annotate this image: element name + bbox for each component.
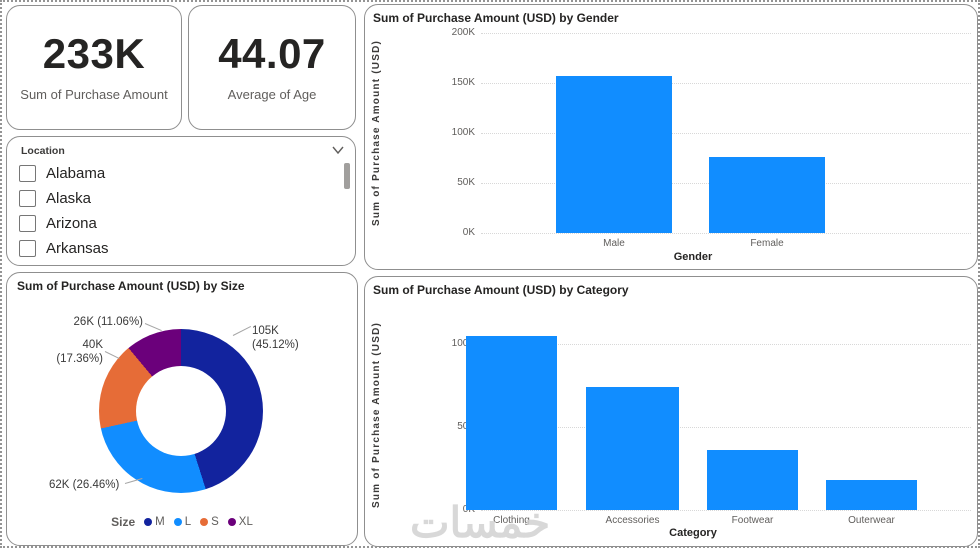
legend-item-l[interactable]: L (173, 516, 192, 528)
kpi-card-sum-purchase: 233K Sum of Purchase Amount (6, 5, 182, 130)
x-category-label: Clothing (493, 515, 530, 526)
legend-dot-icon (144, 518, 153, 526)
x-category-label: Outerwear (848, 515, 895, 526)
chart-title: Sum of Purchase Amount (USD) by Gender (373, 11, 619, 25)
kpi-caption: Sum of Purchase Amount (20, 87, 168, 102)
gridline (481, 344, 971, 345)
gridline (481, 427, 971, 428)
slicer-item-arizona[interactable]: Arizona (19, 211, 325, 236)
y-tick-label: 150K (451, 77, 475, 88)
x-category-label: Female (750, 238, 784, 249)
legend-title: Size (111, 515, 136, 529)
donut-label-xl: 26K (11.06%) (73, 316, 143, 328)
legend-dot-icon (173, 518, 182, 526)
donut-legend-items: M L S XL (144, 516, 253, 528)
gridline (481, 133, 971, 134)
slicer-scrollbar[interactable] (344, 163, 350, 189)
slicer-list: Alabama Alaska Arizona Arkansas (19, 161, 325, 261)
chart-title: Sum of Purchase Amount (USD) by Size (17, 279, 245, 293)
y-tick-label: 100K (451, 127, 475, 138)
donut-chart[interactable] (99, 329, 263, 493)
checkbox-icon[interactable] (19, 215, 36, 232)
bar-clothing[interactable] (466, 335, 557, 510)
slicer-title: Location (21, 145, 65, 157)
legend-item-s[interactable]: S (200, 516, 219, 528)
slicer-item-label: Arizona (46, 215, 97, 232)
legend-dot-icon (200, 518, 209, 526)
slicer-item-alaska[interactable]: Alaska (19, 186, 325, 211)
checkbox-icon[interactable] (19, 190, 36, 207)
kpi-caption: Average of Age (227, 87, 317, 102)
bar-male[interactable] (556, 76, 672, 233)
gender-bar-chart-panel: Sum of Purchase Amount (USD) by Gender S… (364, 4, 978, 270)
legend-dot-icon (227, 518, 236, 526)
slicer-item-label: Arkansas (46, 240, 109, 257)
leader-line (104, 351, 120, 359)
gridline (481, 33, 971, 34)
y-axis-label: Sum of Purchase Amount (USD) (371, 39, 382, 227)
bar-footwear[interactable] (707, 450, 798, 510)
legend-item-label: L (184, 516, 192, 528)
gridline (481, 83, 971, 84)
donut-legend: Size M L S XL (7, 515, 357, 529)
kpi-value: 44.07 (218, 30, 326, 77)
bar-outerwear[interactable] (826, 480, 917, 510)
legend-item-xl[interactable]: XL (227, 516, 253, 528)
location-slicer: Location Alabama Alaska Arizona Arkansas (6, 136, 356, 266)
gridline (481, 233, 971, 234)
kpi-card-average-age: 44.07 Average of Age (188, 5, 356, 130)
leader-line (144, 323, 162, 331)
legend-item-label: S (211, 516, 219, 528)
donut-label-m: 105K (45.12%) (252, 325, 299, 351)
checkbox-icon[interactable] (19, 240, 36, 257)
chevron-down-icon[interactable] (331, 145, 345, 155)
slicer-item-label: Alaska (46, 190, 92, 207)
checkbox-icon[interactable] (19, 165, 36, 182)
legend-item-label: M (155, 516, 165, 528)
y-axis-label: Sum of Purchase Amount (USD) (371, 321, 382, 508)
leader-line (232, 325, 252, 336)
donut-label-s: 40K (17.36%) (56, 339, 103, 365)
y-tick-label: 50K (457, 177, 475, 188)
x-axis-label: Category (669, 527, 717, 539)
chart-title: Sum of Purchase Amount (USD) by Category (373, 283, 629, 297)
y-tick-label: 100K (451, 338, 475, 349)
watermark: خمسات (410, 499, 551, 546)
x-category-label: Male (603, 238, 625, 249)
x-category-label: Footwear (731, 515, 774, 526)
slicer-item-label: Alabama (46, 165, 106, 182)
y-tick-label: 200K (451, 27, 475, 38)
legend-item-label: XL (238, 516, 253, 528)
legend-item-m[interactable]: M (144, 516, 165, 528)
gridline (481, 510, 971, 511)
size-donut-panel: Sum of Purchase Amount (USD) by Size 105… (6, 272, 358, 546)
kpi-value: 233K (42, 30, 146, 77)
category-bar-chart-panel: Sum of Purchase Amount (USD) by Category… (364, 276, 978, 547)
bar-female[interactable] (709, 157, 825, 233)
bar-accessories[interactable] (586, 387, 679, 510)
slicer-item-alabama[interactable]: Alabama (19, 161, 325, 186)
x-axis-label: Gender (673, 251, 713, 263)
x-category-label: Accessories (605, 515, 660, 526)
y-tick-label: 0K (462, 227, 475, 238)
donut-label-l: 62K (26.46%) (49, 479, 120, 491)
slicer-item-arkansas[interactable]: Arkansas (19, 236, 325, 261)
donut-hole (136, 366, 226, 456)
